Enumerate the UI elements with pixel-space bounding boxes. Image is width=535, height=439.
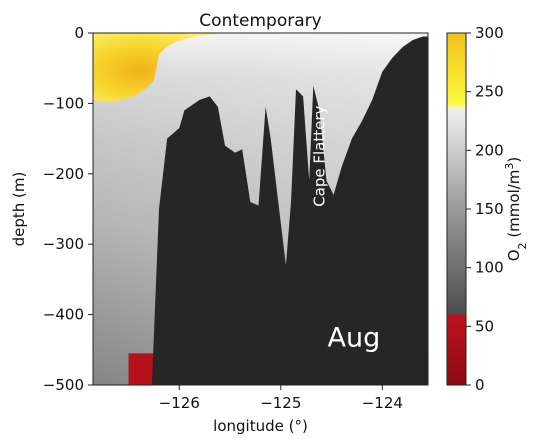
high-oxygen-patch	[93, 33, 225, 102]
y-tick-label: −400	[43, 306, 84, 324]
y-tick-label: −500	[43, 376, 84, 394]
cape-flattery-label: Cape Flattery	[310, 105, 328, 206]
y-tick-label: 0	[74, 24, 84, 42]
colorbar-label-close: )	[505, 157, 523, 163]
y-axis-label: depth (m)	[10, 172, 28, 247]
x-axis-label: longitude (°)	[213, 417, 308, 435]
colorbar-tick-label: 300	[475, 24, 504, 42]
y-tick-label: −300	[43, 235, 84, 253]
colorbar: 0 50 100 150 200 250 300 O2 (mmol/m3)	[446, 24, 529, 394]
x-tick-label: −125	[260, 394, 301, 412]
plot-area	[93, 33, 428, 385]
colorbar-tick-label: 200	[475, 141, 504, 159]
month-label: Aug	[328, 322, 381, 353]
seafloor-bathymetry	[93, 36, 428, 385]
colorbar-tick-label: 50	[475, 317, 494, 335]
colorbar-tick-label: 0	[475, 376, 485, 394]
colorbar-label-superscript: 3	[503, 163, 516, 170]
plot-frame	[92, 32, 429, 386]
y-tick-label: −100	[43, 94, 84, 112]
colorbar-tick-label: 250	[475, 83, 504, 101]
x-tick-label: −126	[159, 394, 200, 412]
colorbar-scale	[447, 33, 466, 385]
x-axis: −126 −125 −124	[159, 385, 403, 412]
colorbar-label-subscript: 2	[516, 242, 529, 249]
chart-title: Contemporary	[199, 11, 321, 31]
x-tick-label: −124	[362, 394, 403, 412]
colorbar-label-symbol: O	[505, 249, 523, 261]
low-oxygen-patch	[128, 353, 154, 385]
colorbar-label: O2 (mmol/m3)	[503, 157, 529, 262]
y-axis: 0 −100 −200 −300 −400 −500	[43, 24, 93, 394]
colorbar-tick-label: 150	[475, 200, 504, 218]
colorbar-tick-label: 100	[475, 259, 504, 277]
y-tick-label: −200	[43, 165, 84, 183]
colorbar-ticks: 0 50 100 150 200 250 300	[466, 24, 504, 394]
colorbar-label-units: (mmol/m	[505, 170, 523, 243]
